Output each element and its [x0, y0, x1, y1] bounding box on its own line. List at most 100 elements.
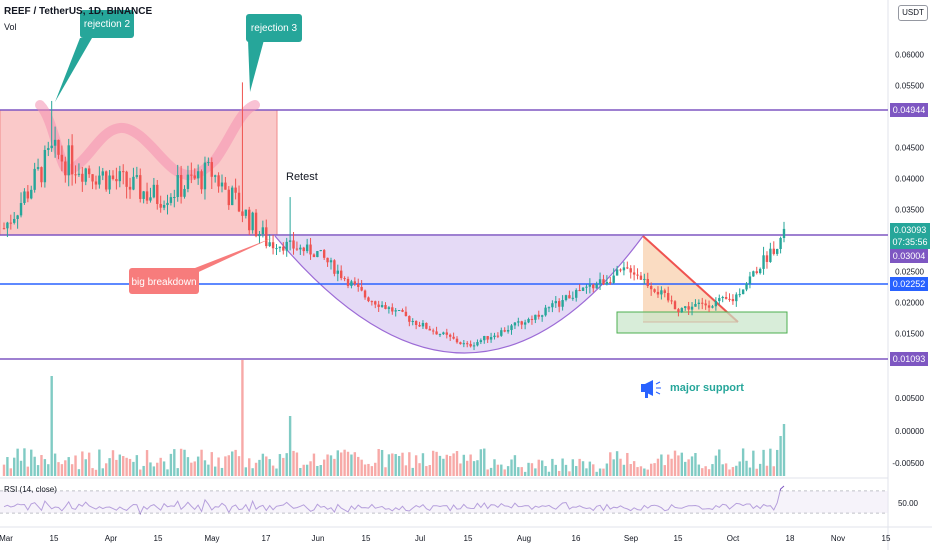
volume-bar[interactable] — [517, 467, 520, 476]
candle-body[interactable] — [57, 139, 60, 155]
volume-bar[interactable] — [271, 465, 275, 476]
volume-bar[interactable] — [367, 463, 370, 476]
volume-bar[interactable] — [649, 463, 653, 476]
volume-bar[interactable] — [217, 457, 220, 476]
candle-body[interactable] — [626, 267, 629, 269]
candle-body[interactable] — [414, 320, 418, 325]
candle-body[interactable] — [248, 209, 251, 231]
volume-bar[interactable] — [445, 454, 448, 476]
candle-body[interactable] — [142, 191, 145, 199]
candle-body[interactable] — [377, 304, 380, 307]
candle-body[interactable] — [394, 310, 397, 312]
volume-bar[interactable] — [57, 462, 60, 476]
volume-bar[interactable] — [612, 459, 615, 476]
candle-body[interactable] — [251, 212, 254, 231]
volume-bar[interactable] — [643, 468, 646, 476]
volume-bar[interactable] — [87, 452, 91, 476]
candle-body[interactable] — [455, 338, 459, 343]
candle-body[interactable] — [19, 203, 23, 216]
volume-bar[interactable] — [135, 455, 139, 476]
candle-body[interactable] — [77, 173, 81, 175]
volume-bar[interactable] — [6, 457, 9, 476]
candle-body[interactable] — [145, 191, 149, 201]
candle-body[interactable] — [346, 278, 350, 286]
volume-bar[interactable] — [128, 458, 132, 476]
volume-bar[interactable] — [765, 465, 769, 476]
volume-bar[interactable] — [428, 464, 431, 476]
volume-bar[interactable] — [452, 453, 455, 476]
candle-body[interactable] — [765, 255, 769, 262]
candle-body[interactable] — [43, 149, 47, 183]
candle-body[interactable] — [496, 335, 500, 337]
candle-body[interactable] — [183, 188, 186, 197]
volume-bar[interactable] — [203, 460, 207, 476]
volume-bar[interactable] — [94, 469, 98, 476]
candle-body[interactable] — [139, 175, 142, 199]
volume-bar[interactable] — [479, 449, 483, 476]
candle-body[interactable] — [643, 278, 646, 280]
candle-body[interactable] — [476, 342, 479, 346]
candle-body[interactable] — [500, 330, 503, 336]
volume-bar[interactable] — [564, 464, 568, 476]
candle-body[interactable] — [2, 228, 6, 230]
volume-bar[interactable] — [666, 454, 670, 476]
candle-body[interactable] — [547, 307, 551, 309]
volume-bar[interactable] — [588, 461, 592, 476]
volume-bar[interactable] — [145, 450, 149, 476]
candle-body[interactable] — [40, 167, 43, 183]
candle-body[interactable] — [527, 318, 530, 323]
volume-bar[interactable] — [302, 464, 305, 476]
candle-body[interactable] — [367, 297, 370, 302]
candle-body[interactable] — [33, 168, 36, 190]
volume-bar[interactable] — [595, 471, 598, 476]
volume-bar[interactable] — [16, 448, 19, 476]
volume-bar[interactable] — [139, 469, 142, 476]
candle-body[interactable] — [336, 270, 339, 274]
candle-body[interactable] — [537, 314, 540, 317]
volume-bar[interactable] — [721, 464, 724, 476]
candle-body[interactable] — [47, 148, 50, 150]
volume-bar[interactable] — [483, 448, 486, 476]
candle-body[interactable] — [540, 315, 544, 317]
candle-body[interactable] — [435, 331, 438, 335]
volume-bar[interactable] — [64, 460, 67, 476]
volume-bar[interactable] — [50, 376, 53, 476]
volume-bar[interactable] — [506, 466, 510, 476]
candle-body[interactable] — [755, 271, 758, 274]
candle-body[interactable] — [561, 300, 564, 307]
volume-bar[interactable] — [772, 466, 775, 476]
volume-bar[interactable] — [179, 448, 183, 476]
volume-bar[interactable] — [343, 449, 346, 476]
volume-bar[interactable] — [755, 468, 758, 476]
candle-body[interactable] — [193, 175, 196, 179]
volume-bar[interactable] — [557, 470, 561, 476]
volume-bar[interactable] — [84, 459, 87, 476]
candle-body[interactable] — [81, 173, 84, 182]
rsi-legend[interactable]: RSI (14, close) — [4, 485, 57, 494]
candle-body[interactable] — [363, 290, 367, 298]
candle-body[interactable] — [493, 335, 496, 338]
candle-body[interactable] — [510, 325, 513, 331]
candle-body[interactable] — [292, 240, 295, 249]
candle-body[interactable] — [701, 302, 704, 304]
candle-body[interactable] — [288, 240, 292, 242]
candle-body[interactable] — [554, 301, 557, 304]
volume-bar[interactable] — [578, 458, 581, 476]
candle-body[interactable] — [609, 281, 612, 283]
candle-body[interactable] — [234, 187, 237, 193]
candle-body[interactable] — [581, 287, 585, 291]
volume-bar[interactable] — [391, 453, 394, 476]
candle-body[interactable] — [53, 139, 57, 146]
candle-body[interactable] — [663, 290, 666, 293]
volume-bar[interactable] — [724, 463, 728, 476]
volume-bar[interactable] — [741, 448, 745, 476]
candle-body[interactable] — [360, 286, 363, 291]
candle-body[interactable] — [779, 237, 782, 249]
candle-body[interactable] — [30, 189, 33, 199]
candle-body[interactable] — [738, 294, 741, 296]
volume-bar[interactable] — [244, 467, 248, 476]
candle-body[interactable] — [380, 305, 384, 307]
candle-body[interactable] — [343, 278, 346, 280]
